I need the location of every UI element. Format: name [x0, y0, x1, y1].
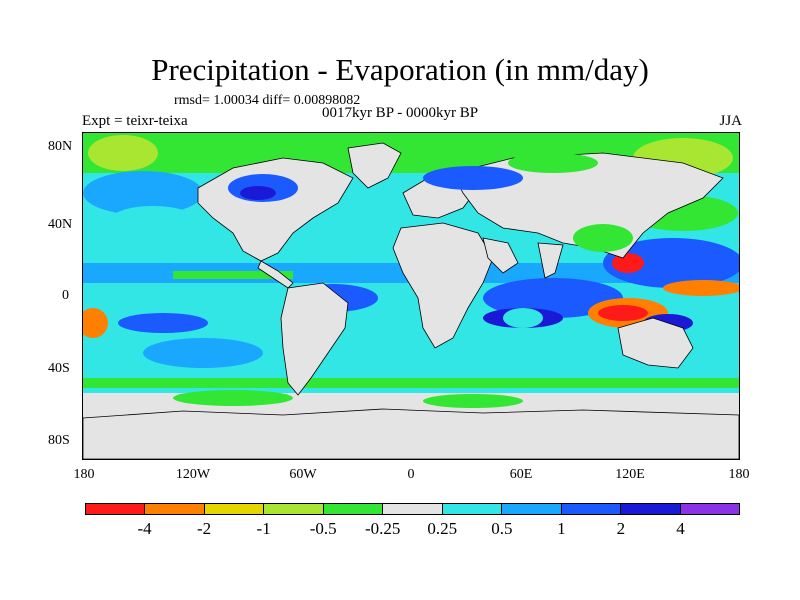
- lon-tick: 120W: [175, 467, 211, 482]
- colorbar-segment: [621, 504, 681, 514]
- antarctica: [83, 408, 739, 459]
- lon-tick: 180: [728, 467, 750, 482]
- lat-tick: 80N: [48, 139, 73, 154]
- colorbar-label: 2: [616, 519, 626, 538]
- patch: [483, 278, 623, 318]
- patch: [423, 394, 523, 408]
- map-plot-area: [82, 132, 740, 460]
- colorbar-label: -2: [196, 519, 212, 538]
- patch: [423, 166, 523, 190]
- colorbar-segment: [86, 504, 146, 514]
- colorbar-label: -0.5: [309, 519, 337, 538]
- india: [537, 242, 564, 279]
- patch: [113, 206, 193, 230]
- colorbar-segment: [561, 504, 622, 514]
- lon-tick: 0: [407, 467, 415, 482]
- lat-tick: 80S: [48, 433, 70, 448]
- arabia: [482, 237, 519, 274]
- land-anomalies: [228, 153, 633, 328]
- patch: [503, 308, 543, 328]
- colorbar-label: -1: [256, 519, 271, 538]
- colorbar-segment: [264, 504, 324, 514]
- patch: [143, 338, 263, 368]
- patch: [173, 390, 293, 406]
- patch: [83, 171, 203, 215]
- lat-tick: 40S: [48, 361, 70, 376]
- lon-tick: 60E: [509, 467, 533, 482]
- patch: [663, 280, 739, 296]
- map-title: Precipitation - Evaporation (in mm/day): [151, 52, 649, 87]
- australia: [617, 317, 694, 369]
- world-map: [83, 133, 739, 459]
- lat-tick: 0: [62, 288, 69, 303]
- patch: [173, 271, 293, 279]
- experiment-label: Expt = teixr-teixa: [82, 113, 188, 129]
- colorbar-segment: [502, 504, 562, 514]
- patch: [88, 135, 158, 171]
- patch: [573, 224, 633, 252]
- patch: [83, 308, 108, 338]
- colorbar-label: 0.25: [427, 519, 458, 538]
- colorbar-label: 4: [676, 519, 685, 538]
- colorbar-segment: [145, 504, 205, 514]
- colorbar-segment: [442, 504, 503, 514]
- lat-tick: 40N: [48, 217, 73, 232]
- patch: [83, 378, 739, 388]
- colorbar-segment: [204, 504, 265, 514]
- colorbar: [85, 503, 740, 515]
- stats-line: rmsd= 1.00034 diff= 0.00898082: [174, 93, 361, 108]
- colorbar-label: 1: [557, 519, 566, 538]
- lon-tick: 180: [73, 467, 95, 482]
- south-america: [280, 282, 349, 396]
- patch: [598, 305, 648, 321]
- colorbar-label: -0.25: [365, 519, 401, 538]
- africa: [392, 222, 494, 349]
- colorbar-label: -4: [137, 519, 152, 538]
- map-subtitle: 0017kyr BP - 0000kyr BP: [321, 105, 479, 121]
- season-label: JJA: [719, 113, 742, 129]
- colorbar-label: 0.5: [491, 519, 513, 538]
- colorbar-segment: [680, 504, 739, 514]
- patch: [508, 153, 598, 173]
- patch: [118, 313, 208, 333]
- patch: [612, 253, 644, 273]
- colorbar-segment: [383, 504, 443, 514]
- lon-tick: 60W: [289, 467, 317, 482]
- greenland: [347, 142, 402, 189]
- patch: [240, 186, 276, 200]
- colorbar-segment: [323, 504, 384, 514]
- lon-tick: 120E: [615, 467, 645, 482]
- patch: [603, 238, 739, 288]
